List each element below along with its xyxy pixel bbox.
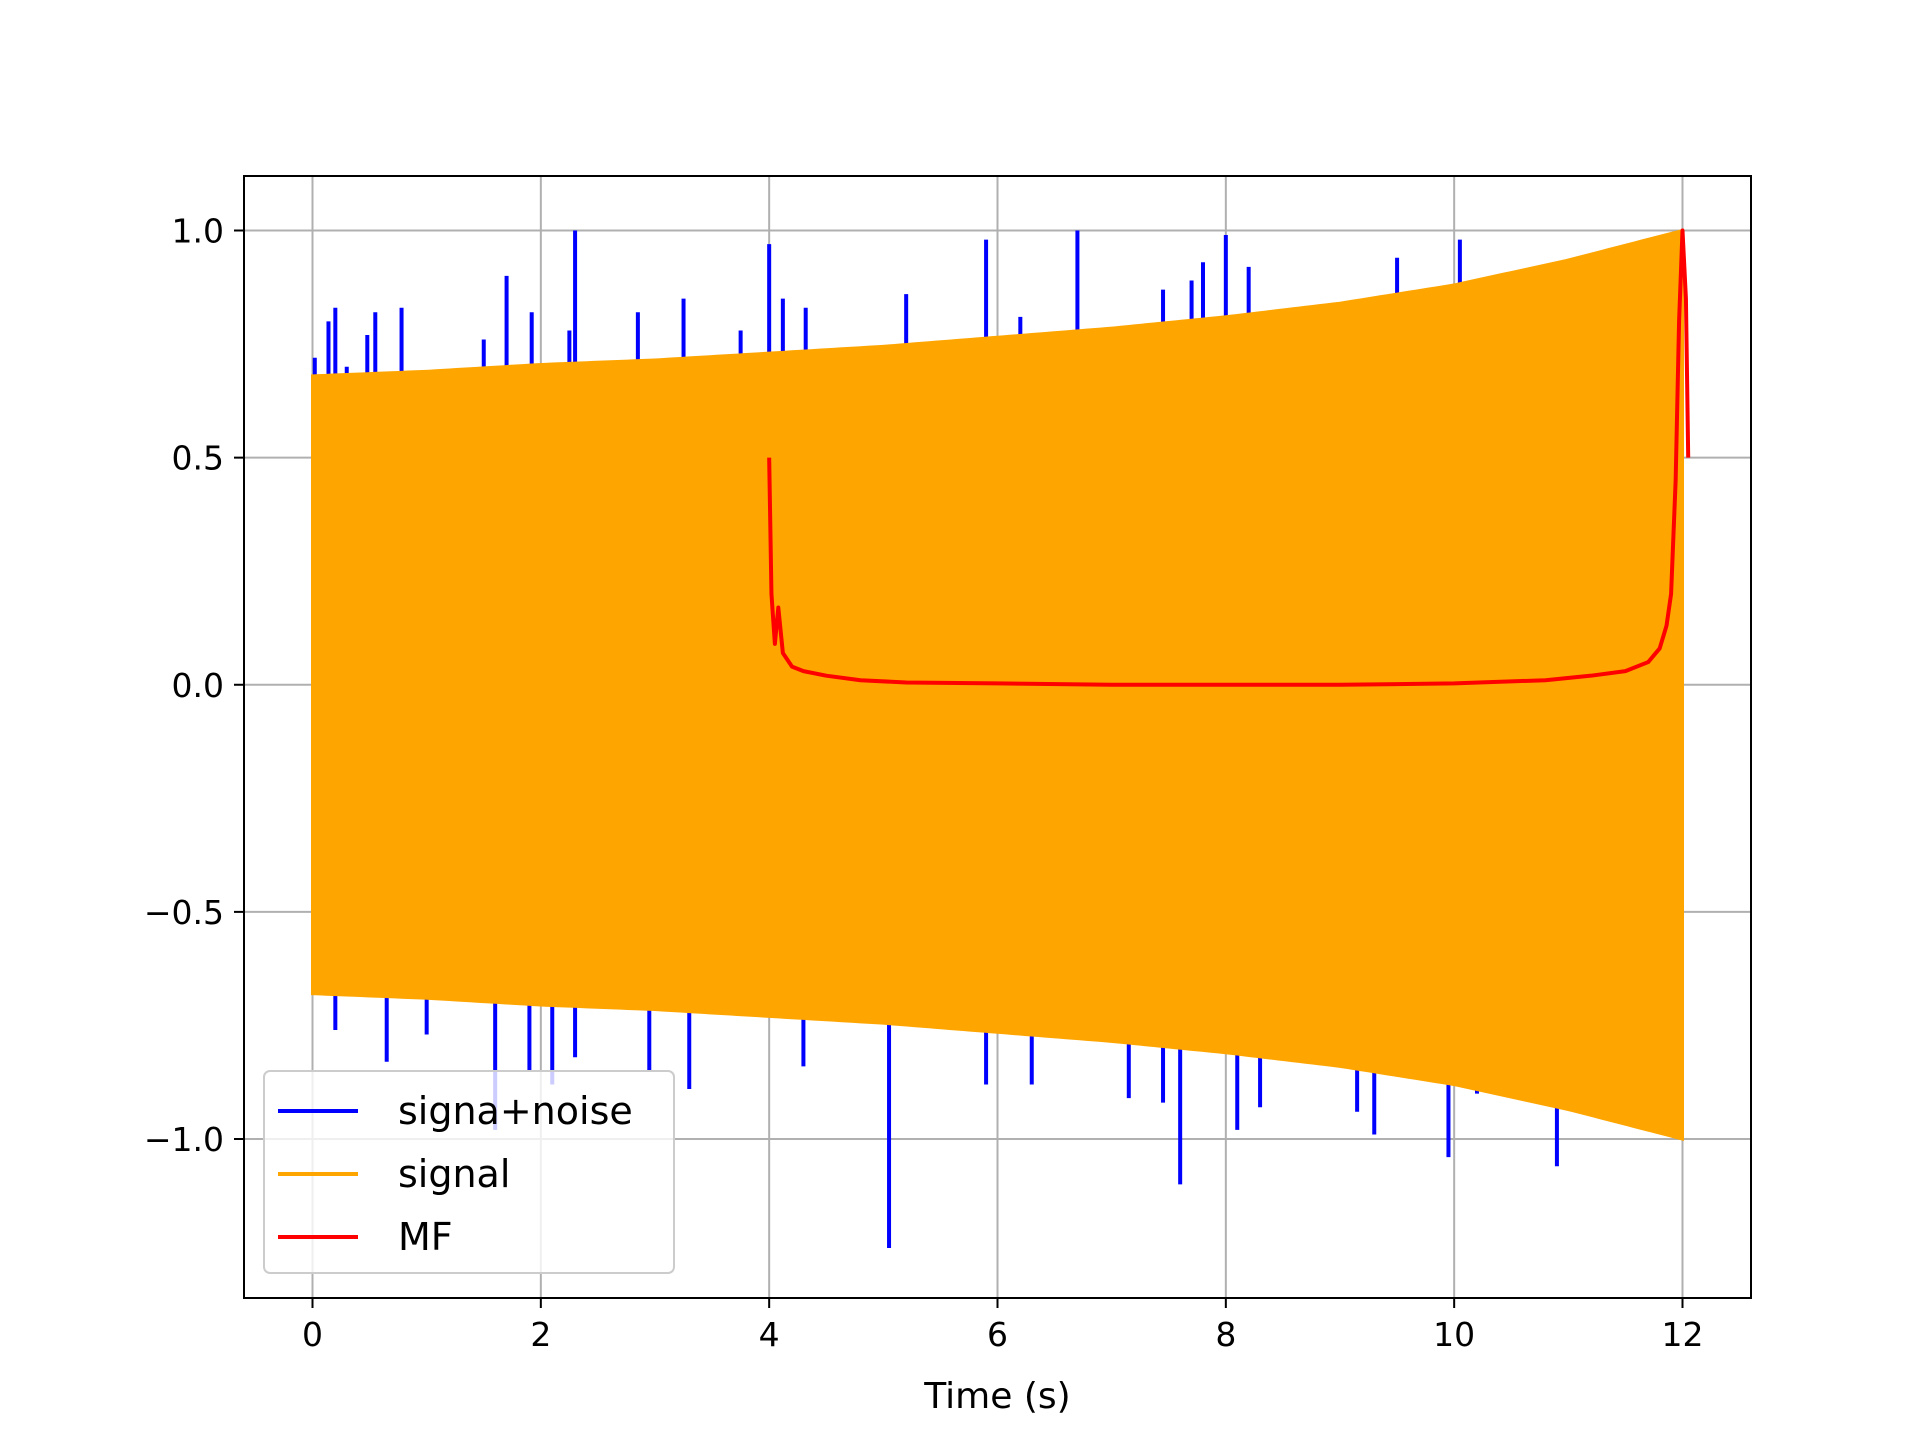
- x-axis-label: Time (s): [923, 1376, 1070, 1417]
- x-tick-label: 12: [1662, 1315, 1704, 1354]
- y-tick-label: 1.0: [172, 212, 224, 251]
- x-tick-label: 6: [987, 1315, 1008, 1354]
- y-tick-label: 0.5: [172, 439, 224, 478]
- legend-label: signal: [398, 1152, 510, 1196]
- x-tick-label: 2: [530, 1315, 551, 1354]
- plot-area: [311, 228, 1691, 1249]
- y-tick-label: −1.0: [144, 1120, 224, 1159]
- x-tick-label: 10: [1433, 1315, 1475, 1354]
- ticks: 0 2 4 6 8 10 12 −1.0 −0.5 0.0 0.5 1.0: [144, 212, 1704, 1354]
- y-tick-label: −0.5: [144, 893, 224, 932]
- x-tick-label: 0: [302, 1315, 323, 1354]
- legend: signa+noise signal MF: [263, 1070, 675, 1274]
- y-tick-label: 0.0: [172, 666, 224, 705]
- legend-label: MF: [398, 1215, 453, 1259]
- series-mf: [767, 228, 1691, 687]
- legend-label: signa+noise: [398, 1089, 633, 1133]
- legend-box: [263, 1070, 675, 1274]
- x-tick-label: 8: [1215, 1315, 1236, 1354]
- x-tick-label: 4: [759, 1315, 780, 1354]
